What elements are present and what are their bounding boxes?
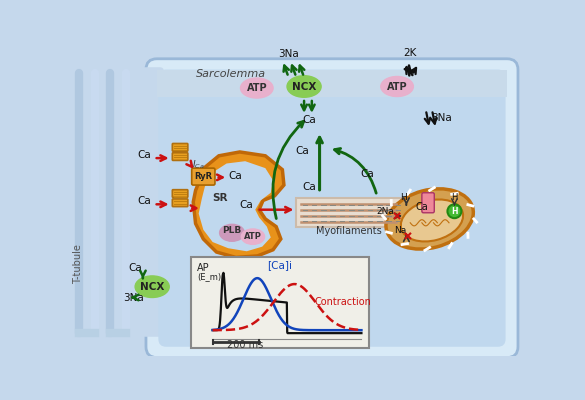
Text: 200 ms: 200 ms bbox=[226, 340, 263, 350]
Text: Ca: Ca bbox=[137, 196, 152, 206]
Polygon shape bbox=[193, 152, 284, 258]
Text: 3Na: 3Na bbox=[431, 113, 452, 123]
Bar bbox=[157, 70, 507, 96]
Ellipse shape bbox=[401, 200, 463, 242]
Text: H: H bbox=[400, 194, 407, 202]
Text: NCX: NCX bbox=[292, 82, 316, 92]
Text: 3Na: 3Na bbox=[278, 49, 299, 59]
Text: RyR: RyR bbox=[194, 172, 212, 181]
Ellipse shape bbox=[448, 204, 462, 218]
Text: H: H bbox=[451, 194, 457, 202]
Text: Sarcolemma: Sarcolemma bbox=[195, 69, 266, 79]
Ellipse shape bbox=[241, 229, 264, 244]
Text: Na: Na bbox=[394, 226, 407, 235]
Text: Ca: Ca bbox=[128, 263, 142, 273]
Ellipse shape bbox=[219, 224, 245, 241]
FancyBboxPatch shape bbox=[146, 59, 518, 358]
FancyBboxPatch shape bbox=[173, 153, 188, 160]
Ellipse shape bbox=[135, 276, 169, 298]
Polygon shape bbox=[199, 161, 273, 251]
Text: Ca: Ca bbox=[295, 146, 309, 156]
Text: 3Na: 3Na bbox=[123, 292, 144, 302]
Text: $I_{Ca}$: $I_{Ca}$ bbox=[192, 158, 204, 171]
FancyBboxPatch shape bbox=[192, 168, 215, 185]
Text: PLB: PLB bbox=[222, 226, 242, 235]
Text: 2Na: 2Na bbox=[376, 206, 394, 216]
Text: (E_m): (E_m) bbox=[197, 272, 221, 281]
FancyBboxPatch shape bbox=[69, 67, 164, 337]
Text: Contraction: Contraction bbox=[315, 297, 372, 307]
Ellipse shape bbox=[381, 76, 414, 96]
Text: ATP: ATP bbox=[246, 83, 267, 93]
Text: Ca: Ca bbox=[361, 169, 374, 179]
Text: ATP: ATP bbox=[387, 82, 407, 92]
Text: ATP: ATP bbox=[244, 232, 262, 241]
Text: [Ca]i: [Ca]i bbox=[267, 260, 292, 270]
Text: Ca: Ca bbox=[415, 202, 428, 212]
Text: H: H bbox=[451, 207, 457, 216]
Text: Ca: Ca bbox=[240, 200, 254, 210]
FancyBboxPatch shape bbox=[173, 190, 188, 197]
FancyBboxPatch shape bbox=[422, 193, 434, 213]
Text: Ca: Ca bbox=[137, 150, 152, 160]
FancyBboxPatch shape bbox=[173, 199, 188, 207]
Text: NCX: NCX bbox=[140, 282, 164, 292]
Text: 2K: 2K bbox=[404, 48, 417, 58]
Ellipse shape bbox=[240, 78, 273, 98]
Text: Ca: Ca bbox=[302, 182, 316, 192]
Text: SR: SR bbox=[212, 193, 228, 203]
Ellipse shape bbox=[386, 189, 473, 249]
Bar bbox=[297, 198, 401, 228]
FancyBboxPatch shape bbox=[173, 144, 188, 151]
Text: Myofilaments: Myofilaments bbox=[316, 226, 381, 236]
Bar bbox=[191, 258, 369, 348]
Ellipse shape bbox=[287, 76, 321, 97]
FancyBboxPatch shape bbox=[159, 70, 505, 347]
Text: Ca: Ca bbox=[302, 116, 316, 126]
Text: T-tubule: T-tubule bbox=[73, 244, 82, 284]
Text: Ca: Ca bbox=[228, 171, 242, 181]
Text: AP: AP bbox=[197, 263, 210, 273]
